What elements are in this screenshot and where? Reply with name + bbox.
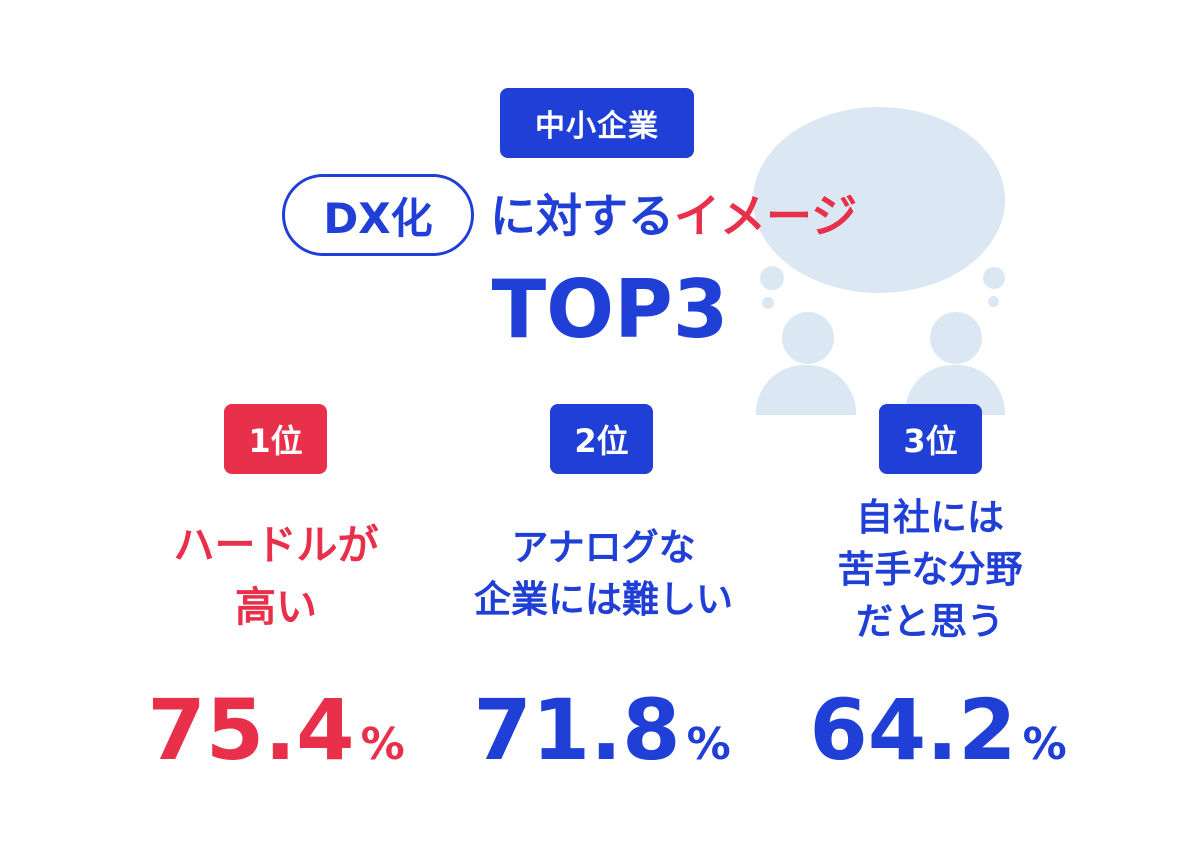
keyword-pill: DX化 (282, 174, 474, 256)
rank-3-unit: % (1022, 719, 1067, 770)
page-title: に対するイメージ (490, 180, 857, 252)
rank-2-badge: 2位 (550, 404, 653, 474)
rank-2-label-line: アナログな (511, 526, 696, 569)
rank-1-unit: % (360, 719, 405, 770)
rank-1-value: 75.4 (147, 681, 355, 779)
person-right-head (930, 312, 982, 364)
rank-2-value: 71.8 (473, 681, 681, 779)
rank-3-label-line: 自社には (856, 496, 1004, 539)
bubble-dot-small-left (762, 297, 774, 309)
rank-2-label-line: 企業には難しい (474, 578, 733, 621)
title-middle: に対する (490, 189, 674, 243)
rank-2-percent: 71.8% (432, 680, 772, 780)
bubble-dot-large-right (983, 267, 1005, 289)
page-subtitle: TOP3 (491, 263, 729, 356)
rank-3-label-line: 苦手な分野 (837, 548, 1023, 591)
bubble-dot-large-left (760, 266, 784, 290)
rank-3-value: 64.2 (809, 681, 1017, 779)
rank-2-unit: % (686, 719, 731, 770)
title-highlight: イメージ (674, 189, 858, 243)
rank-1-label-line: ハードルが (173, 521, 379, 569)
rank-3-badge: 3位 (879, 404, 982, 474)
rank-1-percent: 75.4% (106, 680, 446, 780)
rank-2-label: アナログな 企業には難しい (446, 522, 761, 626)
rank-1-label: ハードルが 高い (116, 514, 436, 638)
segment-badge: 中小企業 (500, 88, 694, 158)
person-left-body (756, 365, 856, 415)
rank-1-label-line: 高い (235, 583, 317, 631)
speech-bubble-shape (753, 107, 1005, 293)
person-left-head (782, 312, 834, 364)
bubble-dot-small-right (988, 296, 999, 307)
rank-3-label-line: だと思う (856, 600, 1004, 643)
rank-3-label: 自社には 苦手な分野 だと思う (770, 492, 1090, 648)
rank-3-percent: 64.2% (768, 680, 1108, 780)
rank-1-badge: 1位 (224, 404, 327, 474)
